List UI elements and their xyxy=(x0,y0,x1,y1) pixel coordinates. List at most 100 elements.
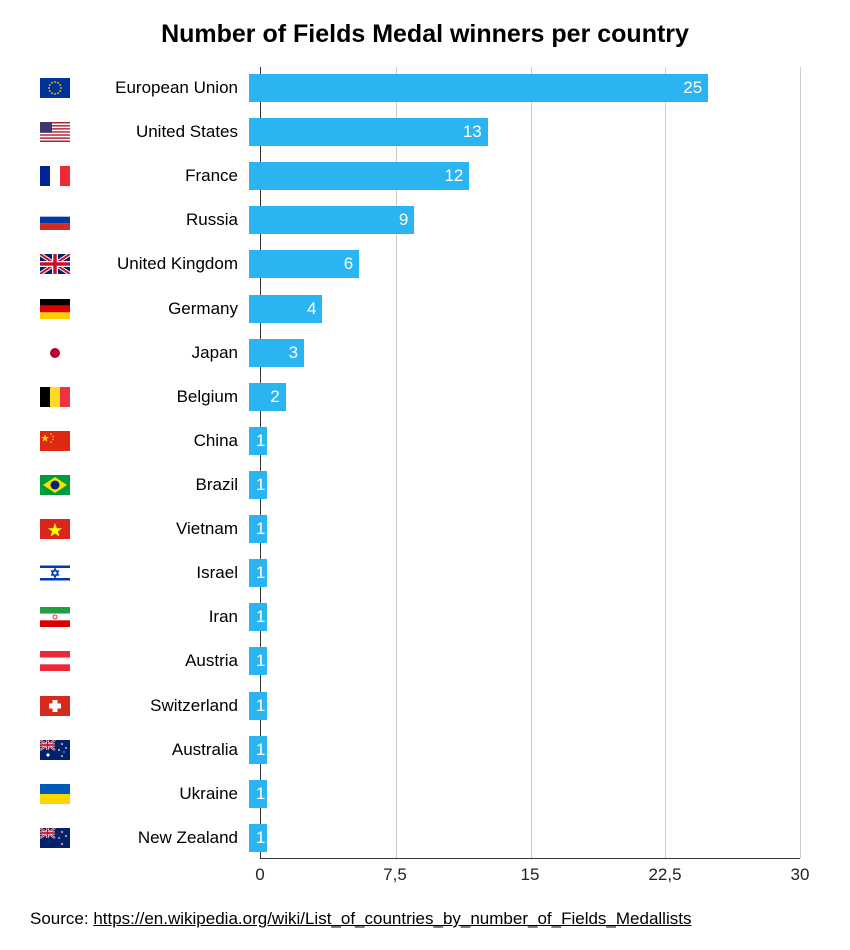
bar-value-label: 1 xyxy=(256,651,265,671)
flag-icon xyxy=(40,387,70,407)
country-label: Israel xyxy=(78,563,248,583)
bar-track: 1 xyxy=(249,779,800,809)
bar-value-label: 12 xyxy=(444,166,463,186)
bar-value-label: 6 xyxy=(344,254,353,274)
flag-icon xyxy=(40,563,70,583)
source-link[interactable]: https://en.wikipedia.org/wiki/List_of_co… xyxy=(93,909,691,928)
bar-value-label: 3 xyxy=(289,343,298,363)
chart-row: Russia9 xyxy=(30,205,800,235)
flag-icon xyxy=(40,784,70,804)
bar: 1 xyxy=(249,647,267,675)
x-axis: 07,51522,530 xyxy=(260,859,800,897)
flag-icon xyxy=(40,475,70,495)
flag-icon xyxy=(40,431,70,451)
country-label: Switzerland xyxy=(78,696,248,716)
source-line: Source: https://en.wikipedia.org/wiki/Li… xyxy=(30,909,820,929)
country-label: Ukraine xyxy=(78,784,248,804)
bar-track: 1 xyxy=(249,558,800,588)
chart-row: Brazil1 xyxy=(30,470,800,500)
bar: 1 xyxy=(249,471,267,499)
chart-row: Belgium 2 xyxy=(30,382,800,412)
chart-plot: European Union25United States13France12R… xyxy=(30,67,820,859)
bar-track: 6 xyxy=(249,249,800,279)
chart-row: Japan3 xyxy=(30,338,800,368)
bar-track: 1 xyxy=(249,691,800,721)
bar-value-label: 1 xyxy=(256,475,265,495)
bar-track: 1 xyxy=(249,514,800,544)
country-label: Germany xyxy=(78,299,248,319)
bar-track: 3 xyxy=(249,338,800,368)
bar-value-label: 25 xyxy=(683,78,702,98)
flag-icon xyxy=(40,519,70,539)
chart-row: European Union 25 xyxy=(30,73,800,103)
flag-icon xyxy=(40,210,70,230)
country-label: Austria xyxy=(78,651,248,671)
bar-value-label: 1 xyxy=(256,696,265,716)
flag-icon xyxy=(40,740,70,760)
bar-track: 1 xyxy=(249,646,800,676)
bar-track: 12 xyxy=(249,161,800,191)
flag-icon xyxy=(40,122,70,142)
bar-track: 1 xyxy=(249,823,800,853)
country-label: China xyxy=(78,431,248,451)
bar-track: 9 xyxy=(249,205,800,235)
bar-value-label: 1 xyxy=(256,784,265,804)
bar-track: 1 xyxy=(249,602,800,632)
bar-value-label: 1 xyxy=(256,563,265,583)
bar-value-label: 1 xyxy=(256,519,265,539)
chart-rows: European Union25United States13France12R… xyxy=(30,73,800,853)
x-tick-label: 22,5 xyxy=(648,865,681,885)
chart-row: Switzerland 1 xyxy=(30,691,800,721)
chart-row: New Zealand 1 xyxy=(30,823,800,853)
chart-area: European Union25United States13France12R… xyxy=(30,67,820,897)
bar-value-label: 1 xyxy=(256,740,265,760)
country-label: Belgium xyxy=(78,387,248,407)
bar: 2 xyxy=(249,383,286,411)
flag-icon xyxy=(40,696,70,716)
country-label: France xyxy=(78,166,248,186)
bar-value-label: 4 xyxy=(307,299,316,319)
bar: 12 xyxy=(249,162,469,190)
bar: 6 xyxy=(249,250,359,278)
bar-value-label: 13 xyxy=(463,122,482,142)
flag-icon xyxy=(40,828,70,848)
chart-title: Number of Fields Medal winners per count… xyxy=(30,20,820,49)
x-tick-label: 7,5 xyxy=(383,865,407,885)
bar-track: 1 xyxy=(249,735,800,765)
chart-row: China 1 xyxy=(30,426,800,456)
country-label: New Zealand xyxy=(78,828,248,848)
bar-value-label: 1 xyxy=(256,828,265,848)
chart-row: Ukraine 1 xyxy=(30,779,800,809)
country-label: Vietnam xyxy=(78,519,248,539)
bar: 1 xyxy=(249,603,267,631)
bar-value-label: 1 xyxy=(256,607,265,627)
bar: 9 xyxy=(249,206,414,234)
x-tick-label: 15 xyxy=(521,865,540,885)
bar-value-label: 1 xyxy=(256,431,265,451)
bar: 1 xyxy=(249,559,267,587)
country-label: Iran xyxy=(78,607,248,627)
x-tick-label: 0 xyxy=(255,865,264,885)
bar-track: 25 xyxy=(249,73,800,103)
bar-value-label: 2 xyxy=(270,387,279,407)
bar: 1 xyxy=(249,515,267,543)
x-tick-label: 30 xyxy=(791,865,810,885)
gridline-v xyxy=(800,67,801,858)
bar: 3 xyxy=(249,339,304,367)
bar-track: 4 xyxy=(249,294,800,324)
country-label: European Union xyxy=(78,78,248,98)
chart-row: Austria 1 xyxy=(30,646,800,676)
chart-row: France 12 xyxy=(30,161,800,191)
bar: 25 xyxy=(249,74,708,102)
chart-row: United Kingdom6 xyxy=(30,249,800,279)
bar: 13 xyxy=(249,118,488,146)
chart-row: United States 13 xyxy=(30,117,800,147)
chart-row: Israel 1 xyxy=(30,558,800,588)
chart-row: Germany 4 xyxy=(30,294,800,324)
chart-row: Iran 1 xyxy=(30,602,800,632)
chart-row: Vietnam 1 xyxy=(30,514,800,544)
country-label: United States xyxy=(78,122,248,142)
bar-track: 2 xyxy=(249,382,800,412)
flag-icon xyxy=(40,343,70,363)
flag-icon xyxy=(40,299,70,319)
